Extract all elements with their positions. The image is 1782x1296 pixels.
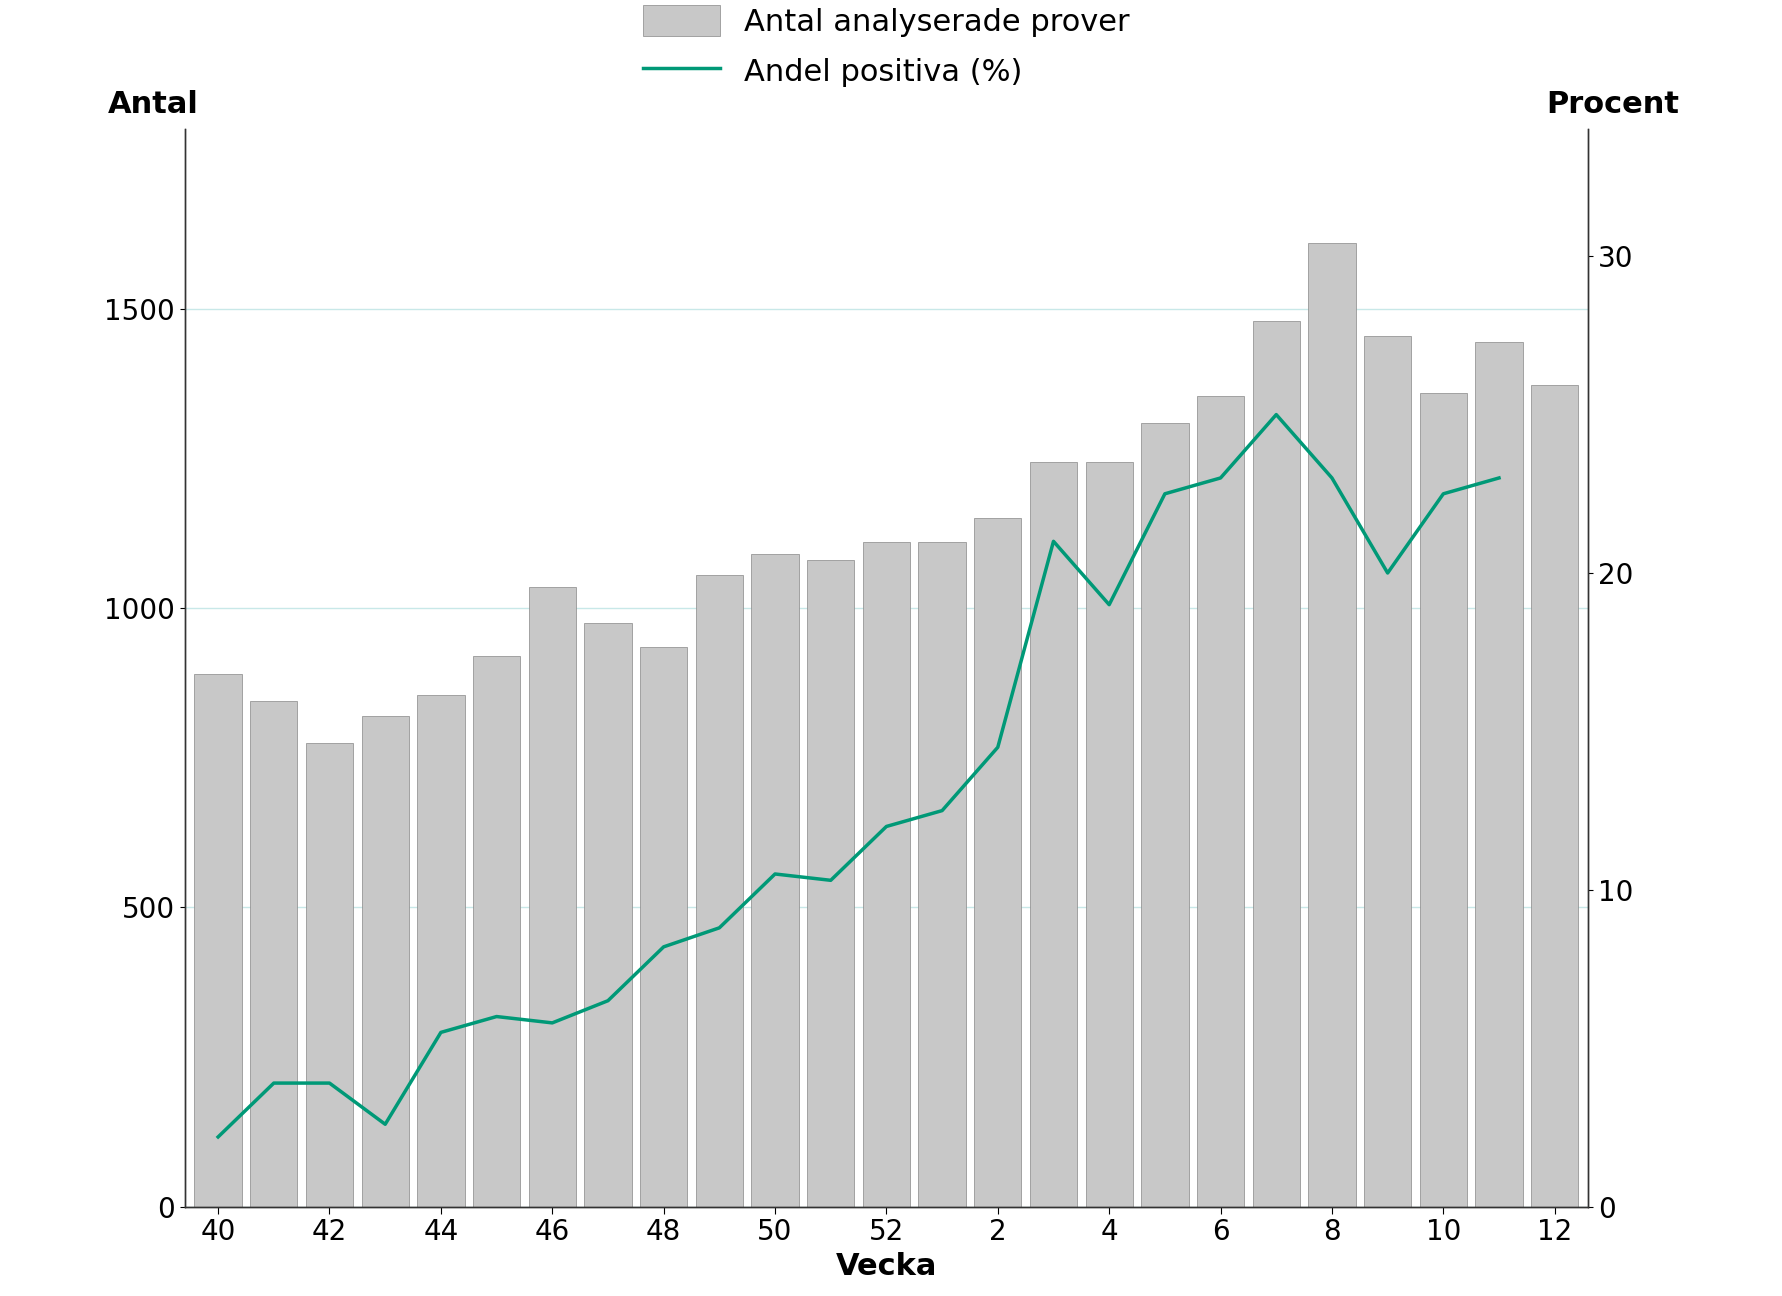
Bar — [1253, 321, 1299, 1207]
Bar — [807, 560, 854, 1207]
Bar — [695, 575, 743, 1207]
Bar — [1363, 336, 1411, 1207]
Bar — [1531, 385, 1579, 1207]
Bar — [307, 743, 353, 1207]
Bar — [472, 656, 520, 1207]
Text: Antal: Antal — [107, 89, 198, 119]
Bar — [417, 695, 465, 1207]
Bar — [1475, 342, 1522, 1207]
Bar — [1085, 461, 1133, 1207]
Bar — [1308, 244, 1356, 1207]
Text: Procent: Procent — [1547, 89, 1679, 119]
Bar — [918, 542, 966, 1207]
Bar — [862, 542, 911, 1207]
Legend: Antal analyserade prover, Andel positiva (%): Antal analyserade prover, Andel positiva… — [643, 5, 1130, 87]
Bar — [194, 674, 242, 1207]
Bar — [1420, 393, 1467, 1207]
Bar — [1140, 422, 1189, 1207]
Bar — [640, 647, 688, 1207]
X-axis label: Vecka: Vecka — [836, 1252, 937, 1280]
Bar — [1030, 461, 1076, 1207]
Bar — [752, 555, 798, 1207]
Bar — [362, 715, 408, 1207]
Bar — [529, 587, 576, 1207]
Bar — [975, 518, 1021, 1207]
Bar — [1198, 395, 1244, 1207]
Bar — [249, 701, 298, 1207]
Bar — [584, 623, 631, 1207]
